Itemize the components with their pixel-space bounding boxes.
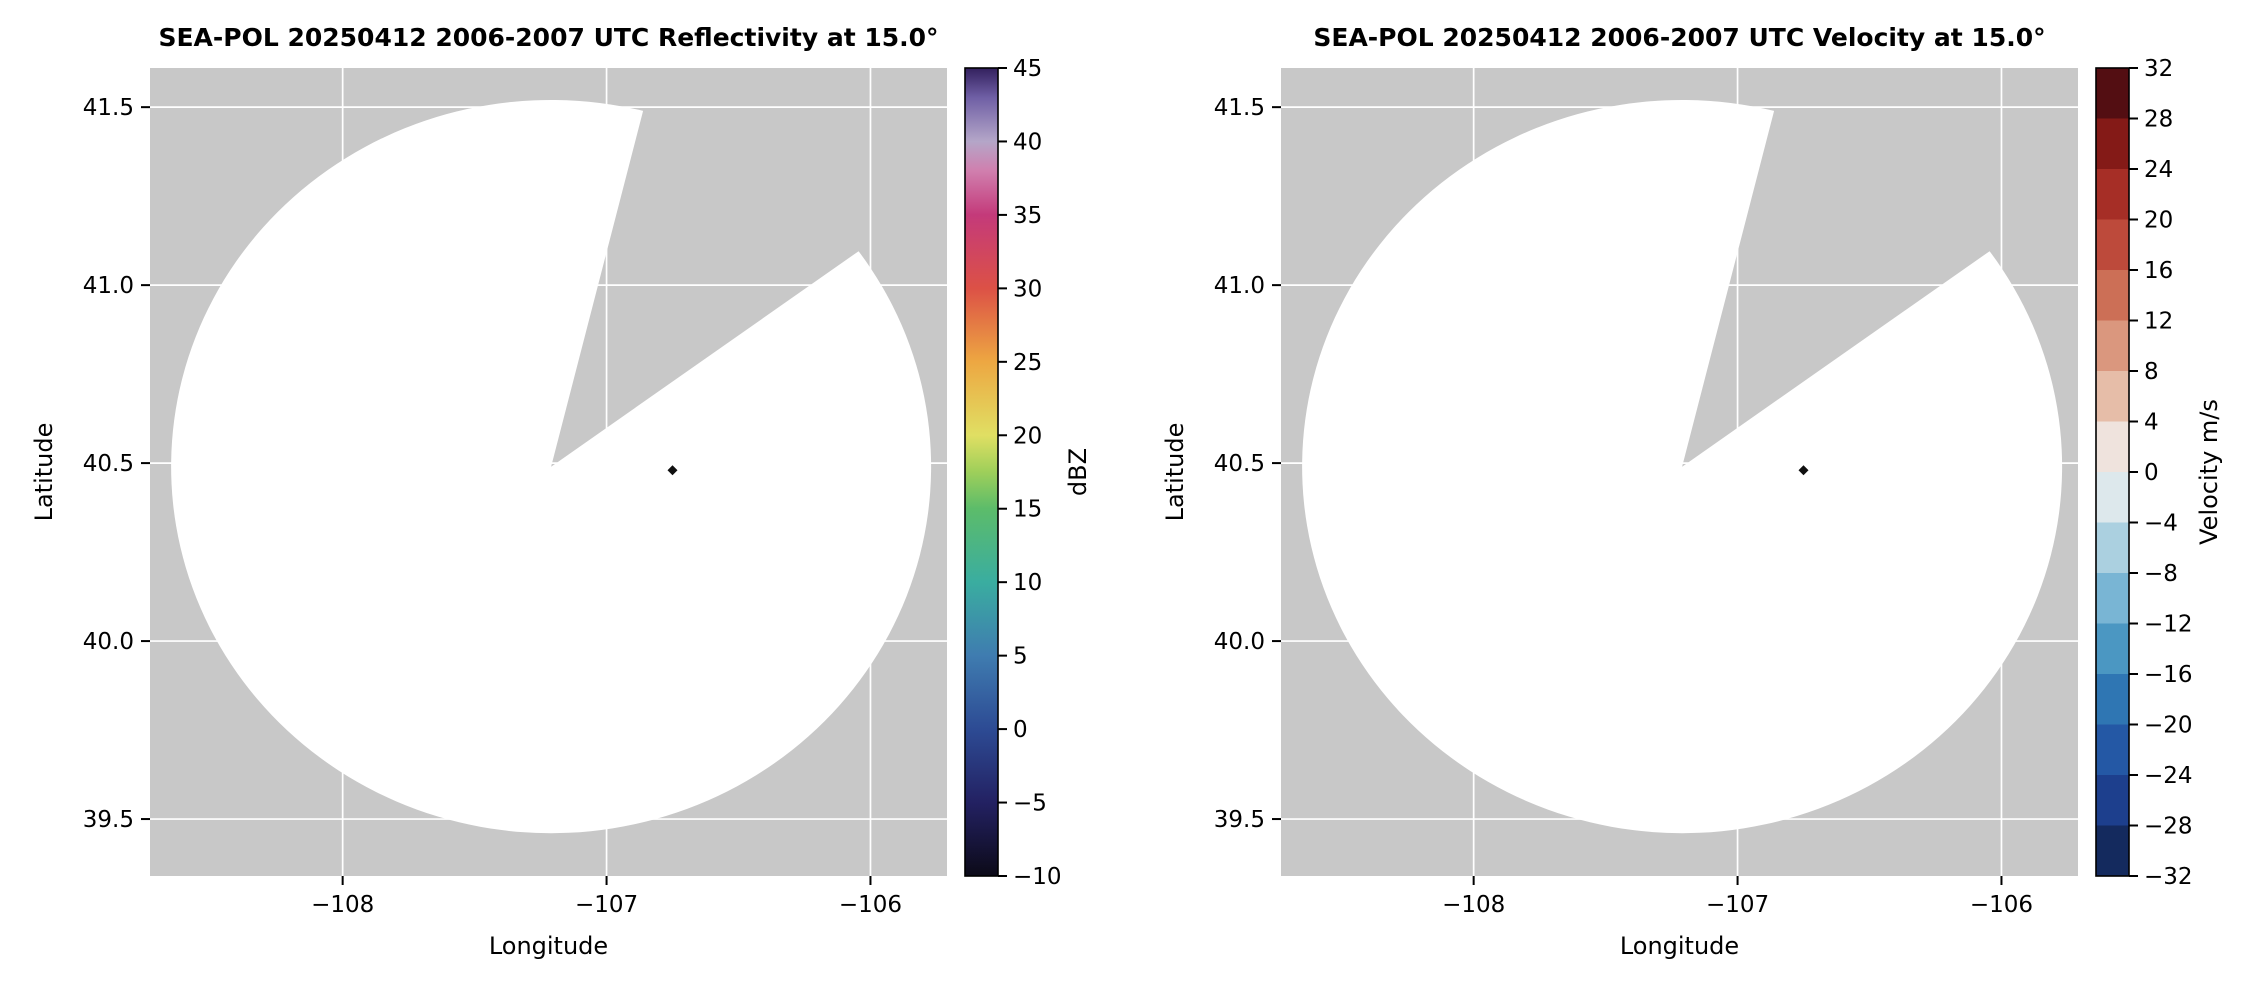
y-tick-label: 40.5 bbox=[83, 451, 134, 477]
colorbar-outline bbox=[964, 67, 999, 877]
chart-title: SEA-POL 20250412 2006-2007 UTC Reflectiv… bbox=[158, 23, 938, 52]
colorbar-block bbox=[2096, 270, 2129, 321]
colorbar-tick-label: 30 bbox=[1013, 276, 1042, 302]
x-tick-label: −108 bbox=[311, 892, 374, 918]
y-tick-label: 41.5 bbox=[1214, 95, 1265, 121]
colorbar-tick-label: −24 bbox=[2144, 763, 2193, 789]
colorbar-block bbox=[2096, 118, 2129, 169]
colorbar-tick-label: 5 bbox=[1013, 644, 1028, 670]
radar-coverage bbox=[171, 99, 932, 834]
colorbar-tick-label: 16 bbox=[2144, 258, 2173, 284]
colorbar-tick-label: 32 bbox=[2144, 56, 2173, 82]
y-axis-label: Latitude bbox=[1161, 423, 1189, 522]
colorbar-block bbox=[2096, 421, 2129, 472]
colorbar-block bbox=[2096, 623, 2129, 674]
y-tick-label: 41.0 bbox=[1214, 273, 1265, 299]
colorbar-tick-label: 8 bbox=[2144, 359, 2159, 385]
echo-point bbox=[1798, 465, 1809, 476]
x-tick-label: −107 bbox=[1706, 892, 1769, 918]
colorbar-block bbox=[2096, 724, 2129, 775]
y-axis-label: Latitude bbox=[30, 423, 58, 522]
colorbar-tick-label: 0 bbox=[1013, 717, 1028, 743]
y-tick-label: 40.5 bbox=[1214, 451, 1265, 477]
y-tick-label: 40.0 bbox=[1214, 629, 1265, 655]
colorbar-tick-label: 24 bbox=[2144, 157, 2173, 183]
y-tick-label: 39.5 bbox=[1214, 807, 1265, 833]
colorbar-tick-label: 4 bbox=[2144, 410, 2159, 436]
chart-title: SEA-POL 20250412 2006-2007 UTC Velocity … bbox=[1313, 23, 2045, 52]
colorbar-block bbox=[2096, 219, 2129, 270]
colorbar-tick-label: −28 bbox=[2144, 814, 2193, 840]
colorbar-tick-label: −5 bbox=[1013, 791, 1047, 817]
colorbar-block bbox=[2096, 825, 2129, 876]
x-tick-label: −108 bbox=[1442, 892, 1505, 918]
colorbar-tick-label: 25 bbox=[1013, 350, 1042, 376]
x-tick-label: −106 bbox=[839, 892, 902, 918]
velocity-panel: −108 −107 −106 39.5 40.0 40.5 41.0 41.5 SEA-POL … bbox=[1131, 0, 2262, 990]
colorbar-tick-label: 12 bbox=[2144, 309, 2173, 335]
colorbar-tick-label: 35 bbox=[1013, 203, 1042, 229]
colorbar-tick-label: 20 bbox=[1013, 423, 1042, 449]
colorbar-tick-label: −16 bbox=[2144, 662, 2193, 688]
x-axis-label: Longitude bbox=[1620, 932, 1739, 960]
colorbar-block bbox=[2096, 775, 2129, 826]
colorbar-tick-label: −8 bbox=[2144, 561, 2178, 587]
y-tick-label: 41.5 bbox=[83, 95, 134, 121]
x-axis-label: Longitude bbox=[489, 932, 608, 960]
echo-point bbox=[667, 465, 678, 476]
colorbar-tick-label: 40 bbox=[1013, 129, 1042, 155]
y-tick-label: 40.0 bbox=[83, 629, 134, 655]
colorbar-block bbox=[2096, 169, 2129, 220]
reflectivity-chart: −108 −107 −106 39.5 40.0 40.5 41.0 41.5 SEA-POL … bbox=[30, 23, 1092, 960]
y-tick-label: 41.0 bbox=[83, 273, 134, 299]
colorbar-block bbox=[2096, 573, 2129, 624]
colorbar-block bbox=[2096, 320, 2129, 371]
colorbar-block bbox=[2096, 371, 2129, 422]
colorbar bbox=[965, 68, 998, 876]
velocity-chart: −108 −107 −106 39.5 40.0 40.5 41.0 41.5 SEA-POL … bbox=[1161, 23, 2223, 960]
colorbar-tick-label: 10 bbox=[1013, 570, 1042, 596]
colorbar-tick-label: 15 bbox=[1013, 497, 1042, 523]
reflectivity-panel: −108 −107 −106 39.5 40.0 40.5 41.0 41.5 SEA-POL … bbox=[30, 23, 1092, 960]
colorbar-tick-label: 0 bbox=[2144, 460, 2159, 486]
colorbar-label: dBZ bbox=[1064, 448, 1092, 496]
colorbar-block bbox=[2096, 674, 2129, 725]
colorbar-tick-label: −4 bbox=[2144, 511, 2178, 537]
y-tick-label: 39.5 bbox=[83, 807, 134, 833]
x-tick-label: −106 bbox=[1970, 892, 2033, 918]
colorbar-block bbox=[2096, 68, 2129, 119]
colorbar-tick-label: −20 bbox=[2144, 713, 2193, 739]
radar-coverage bbox=[1302, 99, 2063, 834]
colorbar-block bbox=[2096, 522, 2129, 573]
colorbar-block bbox=[2096, 472, 2129, 523]
colorbar-tick-label: −10 bbox=[1013, 864, 1062, 890]
colorbar-tick-label: −32 bbox=[2144, 864, 2193, 890]
colorbar-tick-label: −12 bbox=[2144, 612, 2193, 638]
colorbar-tick-label: 45 bbox=[1013, 56, 1042, 82]
colorbar-tick-label: 28 bbox=[2144, 107, 2173, 133]
x-tick-label: −107 bbox=[575, 892, 638, 918]
colorbar-tick-label: 20 bbox=[2144, 208, 2173, 234]
colorbar-label: Velocity m/s bbox=[2195, 399, 2223, 545]
